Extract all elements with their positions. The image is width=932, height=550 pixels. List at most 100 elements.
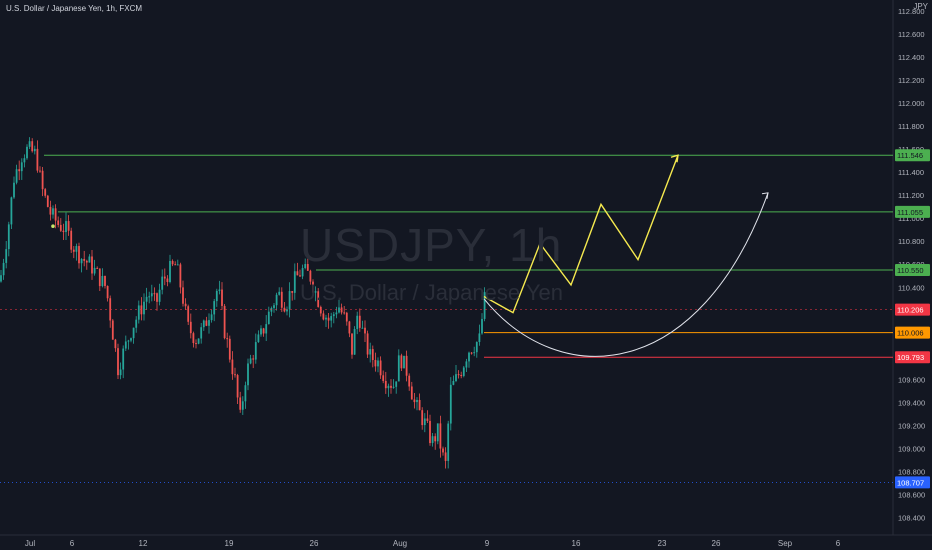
last-price-tag	[895, 303, 930, 316]
projection-curve-path[interactable]	[483, 192, 769, 357]
candle-body	[171, 260, 174, 265]
candle-body	[96, 267, 99, 269]
candle-body	[418, 399, 421, 411]
candle-body	[218, 289, 221, 291]
candle-body	[234, 374, 236, 376]
candle-body	[228, 338, 231, 360]
candle-body	[312, 281, 314, 293]
price-tick-label: 112.600	[898, 30, 925, 39]
price-tick-label: 111.000	[898, 214, 924, 223]
candle-body	[356, 315, 359, 330]
candle-body	[192, 333, 195, 344]
candle-body	[322, 313, 325, 320]
candle-body	[226, 338, 229, 340]
candle-body	[465, 361, 468, 368]
candle-body	[442, 448, 444, 453]
candle-body	[413, 399, 416, 403]
candle-body	[390, 385, 392, 388]
candle-body	[122, 348, 125, 370]
candle-body	[176, 264, 179, 266]
candle-body	[286, 309, 288, 312]
candle-body	[189, 321, 192, 334]
candle-body	[10, 197, 13, 225]
candle-body	[49, 206, 52, 215]
price-tick-label: 112.000	[898, 99, 925, 108]
candle-body	[444, 452, 447, 461]
level-price-tag	[895, 205, 930, 218]
candle-body	[280, 291, 283, 308]
candle-body	[338, 307, 340, 313]
candle-body	[135, 319, 138, 328]
level-price-label: 110.006	[897, 329, 924, 338]
candle-body	[392, 386, 395, 388]
candle-body	[23, 158, 26, 163]
candle-body	[91, 256, 93, 274]
candle-body	[379, 360, 382, 376]
projection-zigzag-arrowhead	[670, 154, 679, 163]
candle-body	[187, 306, 190, 322]
candle-body	[481, 318, 483, 334]
candle-body	[260, 328, 262, 335]
price-tick-label: 109.000	[898, 445, 925, 454]
candle-body	[358, 315, 361, 328]
candle-body	[62, 230, 65, 233]
candle-body	[88, 256, 91, 263]
candle-body	[83, 258, 86, 261]
candle-body	[101, 276, 104, 287]
candle-body	[291, 291, 294, 293]
candle-body	[80, 258, 83, 264]
candle-body	[39, 170, 41, 172]
candle-body	[436, 423, 439, 442]
time-tick-label: Aug	[393, 539, 407, 548]
candle-body	[439, 423, 442, 449]
candle-body	[447, 423, 450, 461]
candle-body	[156, 293, 158, 302]
candle-body	[273, 305, 275, 308]
candle-body	[106, 285, 109, 299]
candle-body	[429, 420, 431, 444]
candle-body	[278, 291, 281, 295]
candle-body	[382, 375, 385, 381]
level-price-tag	[895, 264, 930, 276]
candle-body	[343, 312, 346, 314]
candle-body	[265, 324, 268, 334]
watermark-symbol: USDJPY, 1h	[300, 219, 563, 271]
candle-body	[455, 374, 457, 382]
time-tick-label: 23	[658, 539, 667, 548]
candle-body	[52, 208, 54, 215]
candle-body	[252, 358, 255, 360]
candle-body	[397, 355, 400, 382]
time-tick-label: 9	[485, 539, 490, 548]
candle-body	[304, 264, 307, 269]
candle-body	[364, 327, 366, 334]
candle-body	[130, 338, 132, 341]
time-tick-label: 6	[836, 539, 841, 548]
candle-body	[335, 312, 338, 315]
candle-body	[158, 289, 161, 302]
price-tick-label: 108.400	[898, 514, 925, 523]
price-tick-label: 109.400	[898, 399, 925, 408]
candle-body	[75, 246, 78, 252]
time-tick-label: 6	[70, 539, 75, 548]
candle-body	[314, 291, 317, 293]
candle-body	[15, 169, 18, 183]
candle-body	[423, 418, 426, 426]
projection-zigzag-path[interactable]	[483, 154, 679, 314]
level-price-label: 111.055	[897, 208, 923, 217]
candle-body	[267, 311, 270, 325]
candle-body	[452, 381, 455, 385]
price-tick-label: 110.800	[898, 237, 925, 246]
level-price-tag	[895, 351, 930, 364]
candle-body	[249, 358, 252, 364]
candle-body	[369, 349, 372, 355]
candle-body	[400, 355, 403, 369]
candle-body	[33, 148, 36, 152]
candle-body	[351, 333, 353, 355]
candle-body	[104, 276, 106, 286]
projection-curve-arrowhead	[761, 192, 769, 199]
candle-body	[124, 341, 127, 349]
candle-body	[54, 208, 57, 221]
candle-body	[0, 275, 2, 282]
level-price-label: 109.793	[897, 353, 924, 362]
